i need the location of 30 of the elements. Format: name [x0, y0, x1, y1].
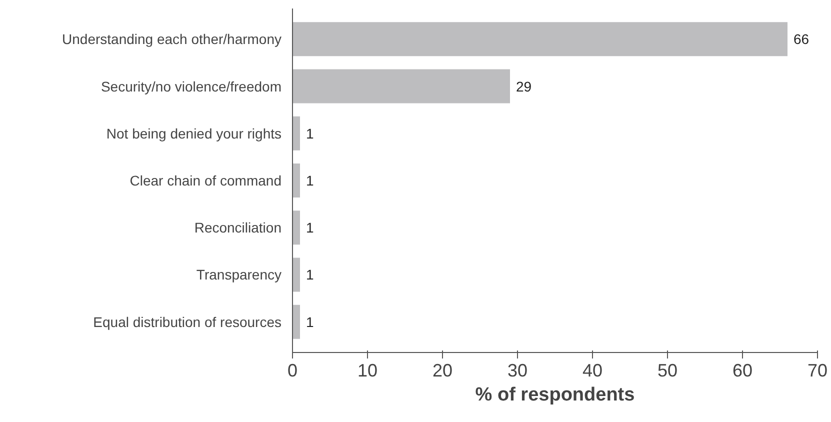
- bar: [292, 164, 300, 198]
- y-tick-label: Not being denied your rights: [106, 125, 282, 142]
- y-tick-label: Clear chain of command: [130, 172, 282, 188]
- bar: [292, 22, 788, 56]
- data-label: 66: [794, 31, 810, 48]
- bar: [292, 304, 300, 339]
- x-tick-label: 30: [507, 360, 528, 380]
- data-label: 1: [306, 220, 314, 236]
- data-label: 1: [306, 125, 314, 142]
- x-tick-label: 60: [732, 360, 753, 380]
- x-tick-label: 40: [582, 360, 603, 380]
- bar: [292, 116, 300, 150]
- bar: [292, 69, 510, 104]
- data-label: 29: [516, 78, 532, 94]
- x-axis-title: % of respondents: [475, 384, 635, 406]
- x-tick-label: 0: [287, 360, 298, 380]
- x-tick-label: 70: [807, 360, 828, 380]
- data-label: 1: [306, 266, 314, 283]
- x-tick-label: 50: [657, 360, 678, 380]
- data-label: 1: [306, 314, 314, 330]
- y-tick-label: Security/no violence/freedom: [100, 78, 282, 94]
- data-label: 1: [306, 172, 314, 188]
- x-tick-label: 20: [432, 360, 453, 380]
- y-tick-label: Transparency: [196, 266, 282, 283]
- y-tick-label: Understanding each other/harmony: [62, 31, 282, 48]
- bar: [292, 258, 300, 292]
- y-tick-label: Equal distribution of resources: [93, 314, 282, 330]
- bar: [292, 210, 300, 245]
- x-tick-label: 10: [357, 360, 378, 380]
- y-tick-label: Reconciliation: [194, 220, 282, 236]
